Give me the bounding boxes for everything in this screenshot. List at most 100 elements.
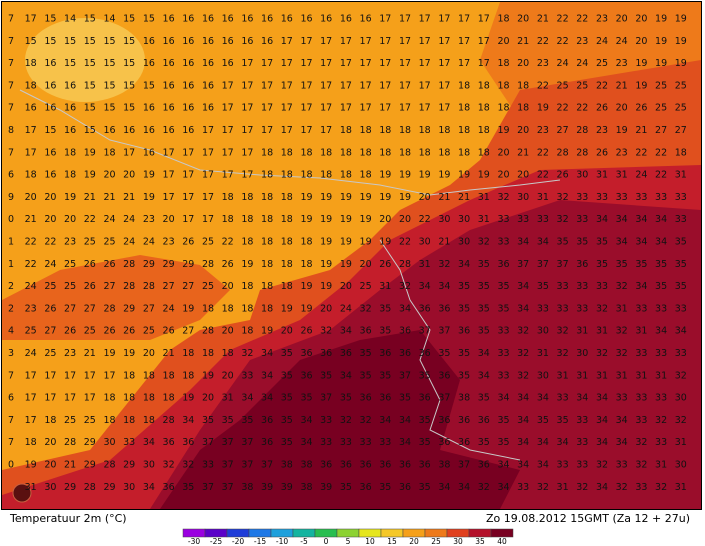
grid-value: 16 — [44, 58, 56, 69]
grid-value: 17 — [360, 36, 372, 47]
colorbar-label: 15 — [387, 537, 397, 546]
grid-value: 36 — [419, 348, 431, 359]
grid-value: 17 — [360, 80, 372, 91]
grid-value: 18 — [261, 214, 273, 225]
grid-value: 22 — [576, 14, 588, 25]
grid-value: 16 — [182, 36, 194, 47]
grid-value: 34 — [517, 415, 529, 426]
grid-value: 21 — [438, 192, 450, 203]
grid-value: 32 — [517, 326, 529, 337]
grid-value: 34 — [517, 437, 529, 448]
grid-value: 24 — [576, 58, 588, 69]
grid-value: 18 — [64, 170, 76, 181]
grid-value: 31 — [596, 326, 608, 337]
grid-value: 24 — [163, 303, 175, 314]
grid-value: 17 — [202, 125, 214, 136]
grid-value: 34 — [596, 214, 608, 225]
grid-value: 17 — [419, 58, 431, 69]
grid-value: 16 — [340, 14, 352, 25]
colorbar-label: -25 — [210, 537, 222, 546]
grid-value: 17 — [25, 415, 37, 426]
grid-value: 31 — [576, 370, 588, 381]
map-frame — [1, 1, 702, 510]
grid-value: 17 — [222, 170, 234, 181]
grid-value: 28 — [123, 259, 135, 270]
grid-value: 34 — [537, 237, 549, 248]
grid-value: 25 — [64, 281, 76, 292]
grid-value: 22 — [655, 170, 667, 181]
grid-value: 31 — [576, 326, 588, 337]
grid-value: 20 — [340, 281, 352, 292]
grid-value: 36 — [320, 348, 332, 359]
grid-value: 32 — [163, 460, 175, 471]
grid-value: 16 — [64, 103, 76, 114]
grid-value: 35 — [202, 415, 214, 426]
grid-value: 35 — [557, 415, 569, 426]
grid-value: 17 — [300, 103, 312, 114]
grid-value: 20 — [635, 36, 647, 47]
grid-value: 22 — [537, 147, 549, 158]
grid-value: 34 — [557, 437, 569, 448]
grid-value: 17 — [163, 170, 175, 181]
grid-value: 8 — [8, 125, 14, 136]
grid-value: 18 — [241, 192, 253, 203]
grid-value: 18 — [478, 125, 490, 136]
grid-value: 36 — [163, 437, 175, 448]
grid-value: 16 — [222, 36, 234, 47]
grid-value: 36 — [320, 460, 332, 471]
grid-value: 22 — [537, 170, 549, 181]
grid-value: 20 — [497, 36, 509, 47]
grid-value: 31 — [655, 460, 667, 471]
grid-value: 22 — [44, 237, 56, 248]
grid-value: 33 — [202, 460, 214, 471]
grid-value: 18 — [103, 147, 115, 158]
grid-value: 17 — [458, 58, 470, 69]
grid-value: 19 — [379, 170, 391, 181]
grid-value: 32 — [596, 303, 608, 314]
grid-value: 24 — [340, 303, 352, 314]
grid-value: 19 — [360, 214, 372, 225]
grid-value: 19 — [458, 170, 470, 181]
grid-value: 16 — [64, 80, 76, 91]
grid-value: 31 — [616, 303, 628, 314]
grid-value: 19 — [379, 192, 391, 203]
grid-value: 18 — [478, 103, 490, 114]
grid-value: 32 — [241, 348, 253, 359]
grid-value: 23 — [64, 348, 76, 359]
grid-value: 19 — [281, 303, 293, 314]
grid-value: 19 — [635, 58, 647, 69]
grid-value: 23 — [25, 303, 37, 314]
grid-value: 7 — [8, 14, 14, 25]
grid-value: 19 — [655, 58, 667, 69]
grid-value: 33 — [675, 192, 687, 203]
grid-value: 19 — [360, 192, 372, 203]
grid-value: 33 — [576, 460, 588, 471]
colorbar-swatch — [336, 528, 360, 538]
grid-value: 29 — [123, 460, 135, 471]
grid-value: 16 — [241, 36, 253, 47]
grid-value: 2 — [8, 303, 14, 314]
grid-value: 25 — [202, 237, 214, 248]
grid-value: 34 — [655, 214, 667, 225]
grid-value: 18 — [300, 170, 312, 181]
grid-value: 33 — [340, 437, 352, 448]
grid-value: 32 — [616, 281, 628, 292]
grid-value: 33 — [123, 437, 135, 448]
grid-value: 18 — [360, 147, 372, 158]
grid-value: 33 — [655, 348, 667, 359]
grid-value: 32 — [616, 482, 628, 493]
grid-value: 36 — [478, 415, 490, 426]
grid-value: 18 — [202, 348, 214, 359]
grid-value: 17 — [458, 14, 470, 25]
grid-value: 16 — [202, 103, 214, 114]
grid-value: 33 — [537, 214, 549, 225]
grid-value: 33 — [576, 415, 588, 426]
grid-value: 16 — [182, 58, 194, 69]
grid-value: 19 — [360, 237, 372, 248]
grid-value: 28 — [123, 281, 135, 292]
grid-value: 33 — [655, 393, 667, 404]
grid-value: 34 — [478, 348, 490, 359]
grid-value: 20 — [44, 214, 56, 225]
grid-value: 36 — [399, 482, 411, 493]
grid-value: 37 — [458, 460, 470, 471]
